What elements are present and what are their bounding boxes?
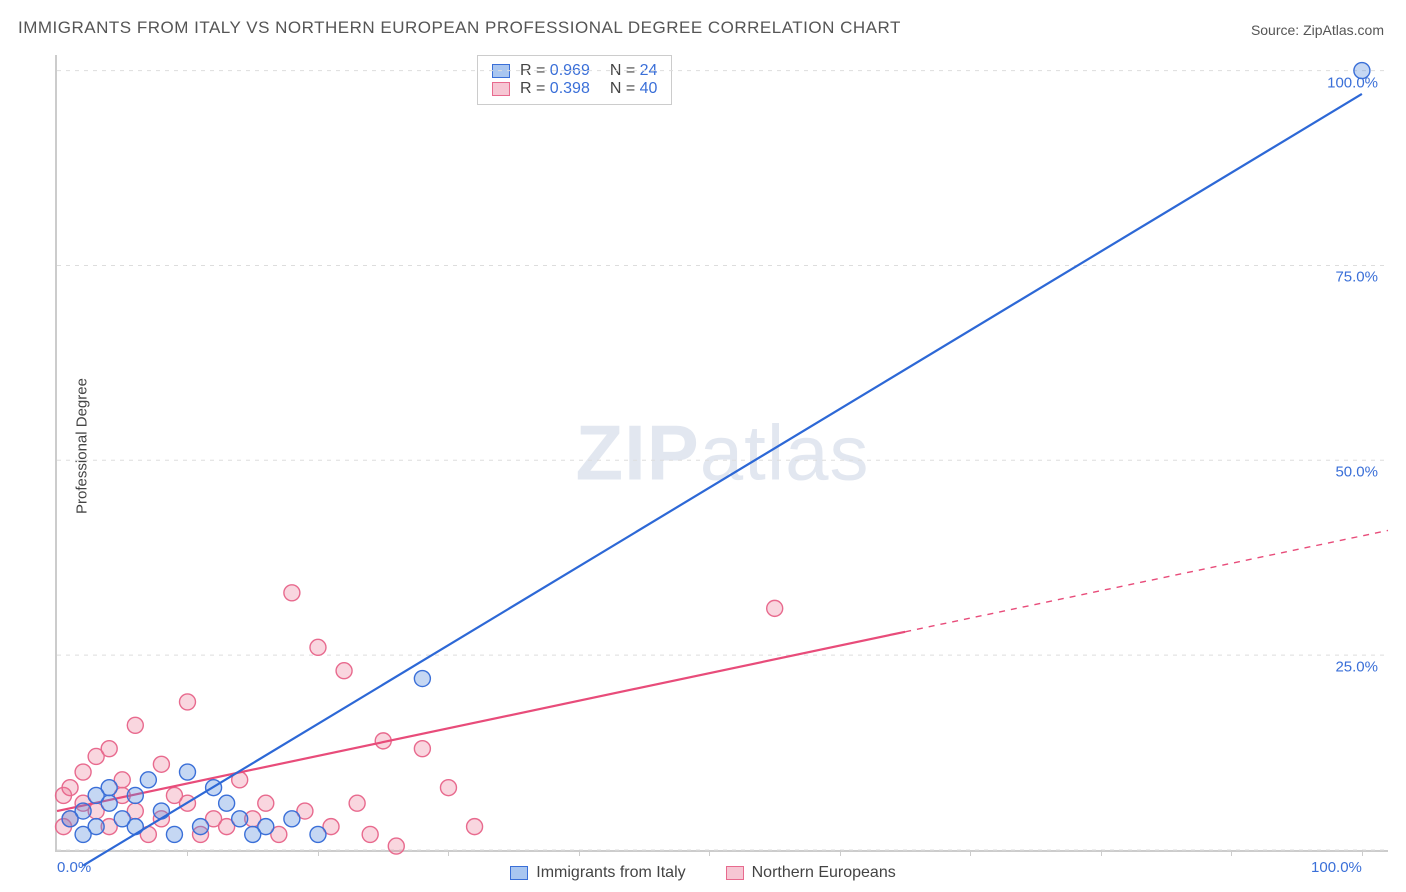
y-tick-label: 100.0% [1327,74,1378,91]
source-attribution: Source: ZipAtlas.com [1251,22,1384,38]
legend-item-pink: Northern Europeans [726,864,896,882]
y-tick-label: 75.0% [1335,269,1378,286]
x-tick [1362,850,1363,856]
x-tick [187,850,188,856]
legend-swatch-pink [726,866,744,880]
x-tick [1101,850,1102,856]
bottom-legend: Immigrants from Italy Northern Europeans [0,864,1406,882]
legend-swatch-blue [510,866,528,880]
plot-area: ZIPatlas R = 0.969 N = 24 R = 0.398 N = … [55,55,1388,852]
chart-title: IMMIGRANTS FROM ITALY VS NORTHERN EUROPE… [18,18,901,38]
y-tick-label: 25.0% [1335,659,1378,676]
x-tick [318,850,319,856]
legend-label-blue: Immigrants from Italy [536,864,685,882]
x-tick [840,850,841,856]
legend-item-blue: Immigrants from Italy [510,864,685,882]
x-tick [448,850,449,856]
x-tick [709,850,710,856]
x-tick [1231,850,1232,856]
x-tick [579,850,580,856]
chart-svg [57,55,1388,850]
x-tick [970,850,971,856]
y-tick-label: 50.0% [1335,464,1378,481]
legend-label-pink: Northern Europeans [752,864,896,882]
